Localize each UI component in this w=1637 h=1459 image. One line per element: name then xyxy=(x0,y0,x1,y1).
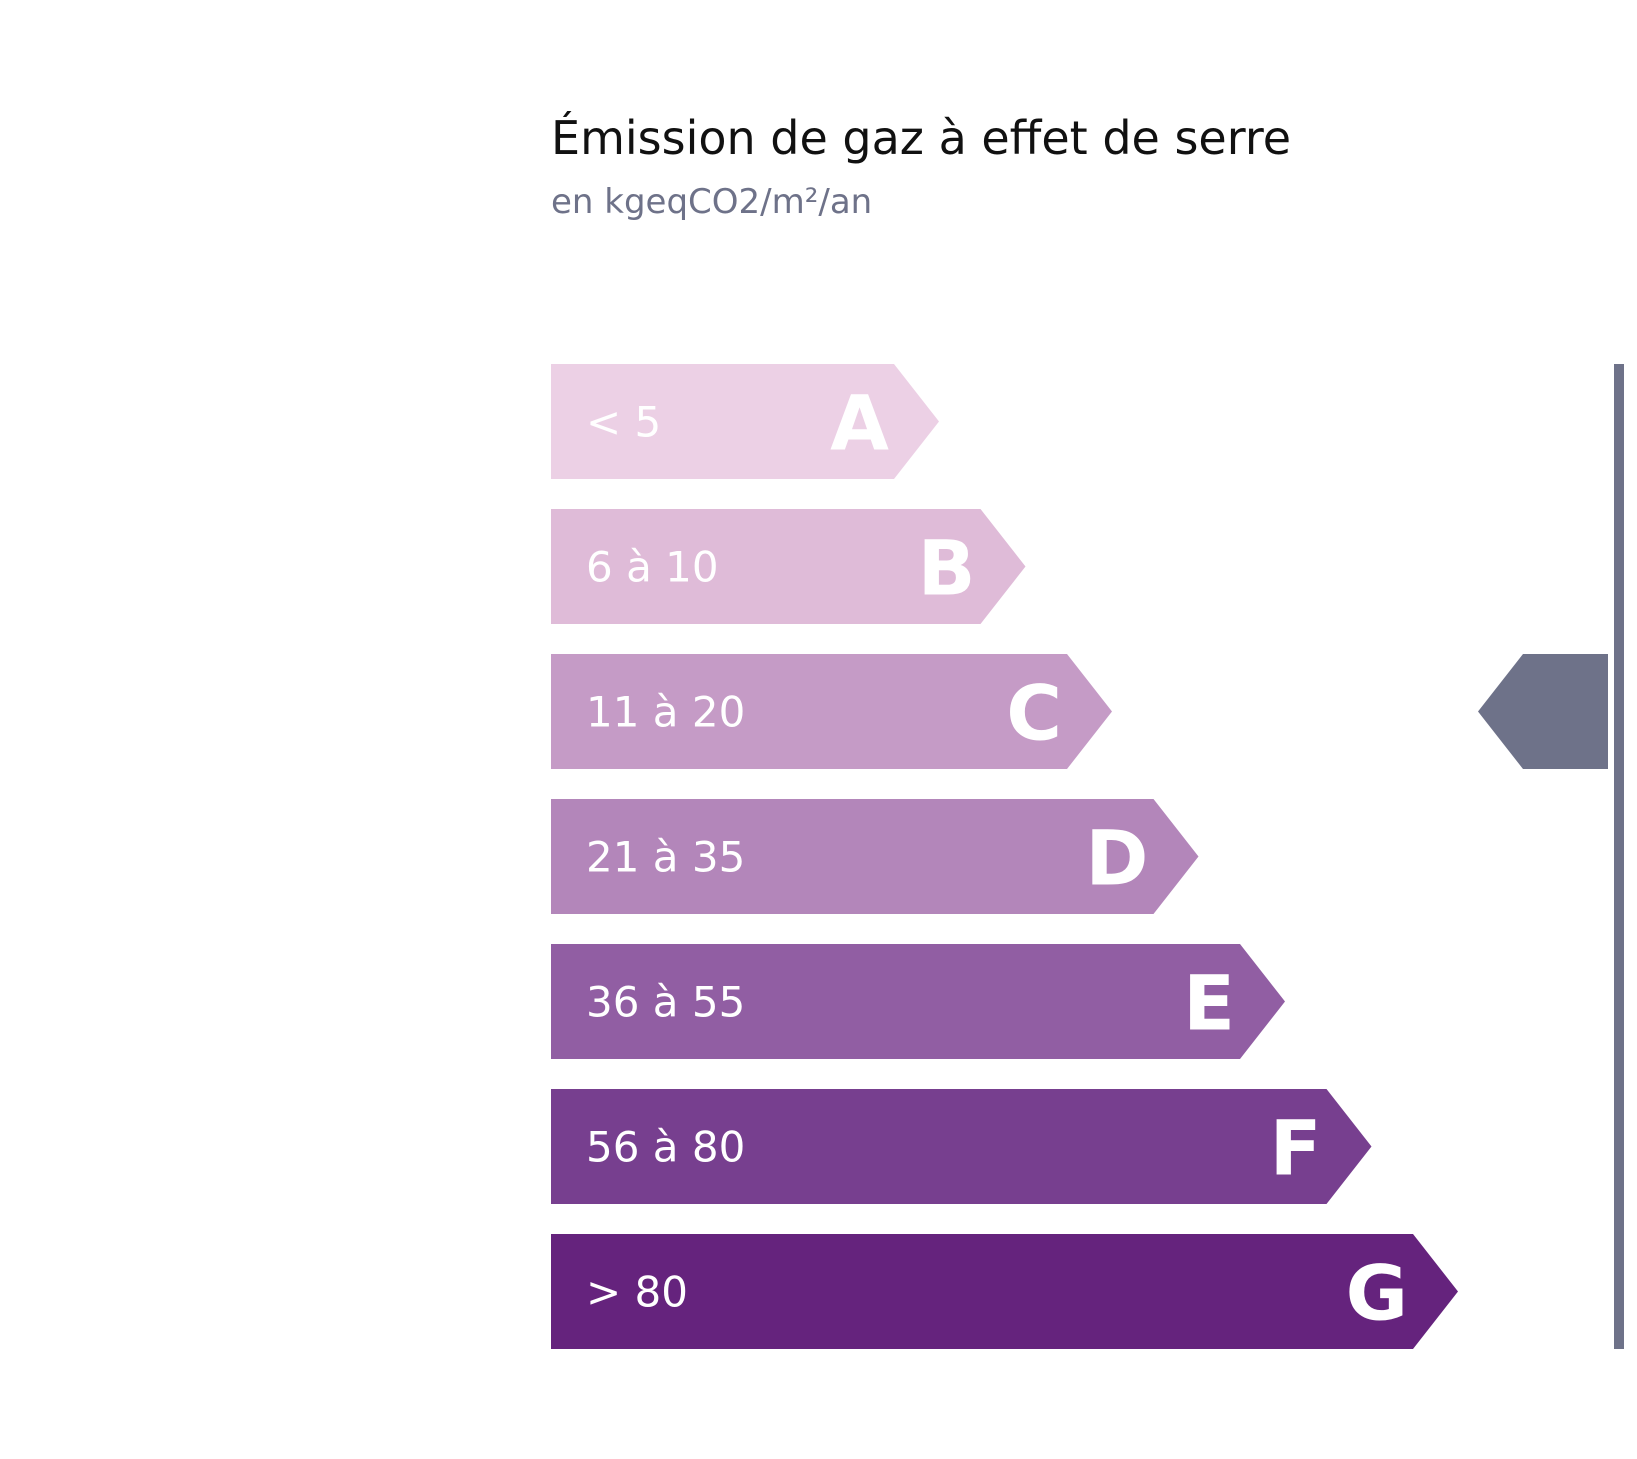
class-range-label: > 80 xyxy=(586,1268,688,1317)
class-range-label: 11 à 20 xyxy=(586,688,745,737)
class-bar-b: 6 à 10 B xyxy=(551,509,1026,624)
class-bar-c: 11 à 20 C xyxy=(551,654,1112,769)
class-bar-e: 36 à 55 E xyxy=(551,944,1285,1059)
class-bar-shape xyxy=(551,1089,1372,1204)
scale-line xyxy=(1614,364,1624,1349)
class-range-label: 6 à 10 xyxy=(586,543,719,592)
class-letter: G xyxy=(1346,1249,1408,1338)
class-bar-d: 21 à 35 D xyxy=(551,799,1199,914)
class-range-label: 36 à 55 xyxy=(586,978,745,1027)
class-range-label: 56 à 80 xyxy=(586,1123,745,1172)
selected-class-indicator xyxy=(1478,364,1624,1349)
chart-subtitle: en kgeqCO2/m²/an xyxy=(551,182,872,222)
class-bar-shape xyxy=(551,1234,1458,1349)
class-bar-shape xyxy=(551,364,939,479)
class-letter: F xyxy=(1270,1104,1322,1193)
class-bar-shape xyxy=(551,944,1285,1059)
class-bar-f: 56 à 80 F xyxy=(551,1089,1372,1204)
class-letter: B xyxy=(918,524,976,613)
class-range-label: 21 à 35 xyxy=(586,833,745,882)
class-letter: C xyxy=(1006,669,1062,758)
class-bar-shape xyxy=(551,654,1112,769)
chart-title: Émission de gaz à effet de serre xyxy=(551,111,1291,165)
class-bars: < 5 A 6 à 10 B 11 à 20 C 21 à 35 D 36 à 55 E 56 à … xyxy=(551,364,1458,1349)
selected-class-marker xyxy=(1478,654,1608,769)
class-bar-g: > 80 G xyxy=(551,1234,1458,1349)
class-letter: E xyxy=(1183,959,1235,1048)
class-bar-a: < 5 A xyxy=(551,364,939,479)
class-letter: D xyxy=(1085,814,1148,903)
class-range-label: < 5 xyxy=(586,398,661,447)
class-letter: A xyxy=(830,379,889,468)
class-bar-shape xyxy=(551,509,1026,624)
class-bar-shape xyxy=(551,799,1199,914)
